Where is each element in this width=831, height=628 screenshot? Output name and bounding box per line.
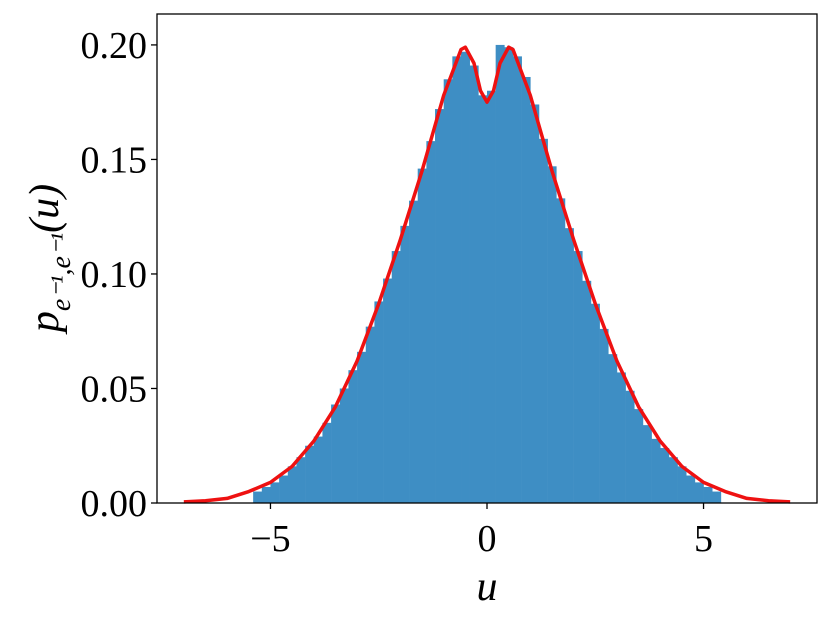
bar: [313, 436, 323, 503]
bar: [339, 388, 349, 503]
bar: [322, 422, 332, 503]
bar: [435, 109, 444, 504]
bar: [677, 466, 687, 503]
bar: [400, 225, 410, 504]
bar: [625, 390, 635, 503]
bar: [331, 404, 341, 503]
bar: [487, 90, 496, 504]
x-axis-label: u: [477, 564, 498, 610]
bar: [573, 251, 583, 503]
bar: [642, 425, 652, 503]
y-tick-label: 0.15: [81, 139, 148, 181]
bar: [253, 491, 263, 503]
bar: [478, 95, 488, 503]
bar: [287, 466, 297, 503]
bar: [651, 438, 661, 503]
x-tick-label: −5: [250, 518, 290, 560]
bar: [668, 457, 678, 503]
bar: [504, 47, 514, 503]
bar: [417, 168, 427, 503]
bar: [469, 65, 479, 503]
y-label-argument: (u): [22, 184, 68, 233]
y-tick-label: 0.10: [81, 254, 148, 296]
bar: [357, 351, 367, 503]
y-tick-label: 0.05: [81, 368, 148, 410]
bar: [564, 228, 574, 503]
bar: [374, 301, 384, 503]
bar: [660, 448, 670, 503]
bar: [391, 251, 401, 503]
bar: [512, 56, 522, 503]
bar: [556, 198, 566, 503]
bar: [582, 280, 592, 503]
bar: [538, 138, 548, 503]
bar: [305, 445, 315, 503]
y-tick-label: 0.00: [81, 483, 148, 525]
bar: [694, 482, 704, 503]
bar: [279, 475, 289, 503]
bar: [547, 166, 557, 504]
bar: [521, 76, 531, 503]
x-tick-label: 5: [694, 518, 713, 560]
y-label-base: p: [22, 311, 68, 335]
y-axis-label: pe⁻¹,e⁻¹(u): [22, 184, 77, 335]
bar: [383, 278, 393, 503]
bar: [495, 44, 505, 503]
bar: [426, 141, 436, 503]
bar: [452, 56, 462, 503]
y-label-subscript: e⁻¹,e⁻¹: [46, 233, 77, 311]
x-tick-label: 0: [478, 518, 497, 560]
bar: [443, 79, 453, 504]
bar: [608, 354, 618, 503]
y-tick-label: 0.20: [81, 25, 148, 67]
bar: [461, 51, 470, 504]
density-curve: [183, 45, 791, 504]
bar: [261, 486, 271, 503]
bar: [703, 486, 713, 503]
bar: [348, 370, 358, 503]
bar: [590, 303, 600, 503]
bar: [712, 491, 722, 503]
bar: [409, 200, 419, 503]
bar: [296, 457, 306, 503]
bar: [616, 372, 626, 503]
bar: [365, 326, 375, 503]
bar: [634, 409, 644, 503]
bar: [686, 475, 696, 503]
bar: [599, 328, 609, 503]
bar: [270, 482, 280, 503]
bar: [530, 104, 540, 503]
